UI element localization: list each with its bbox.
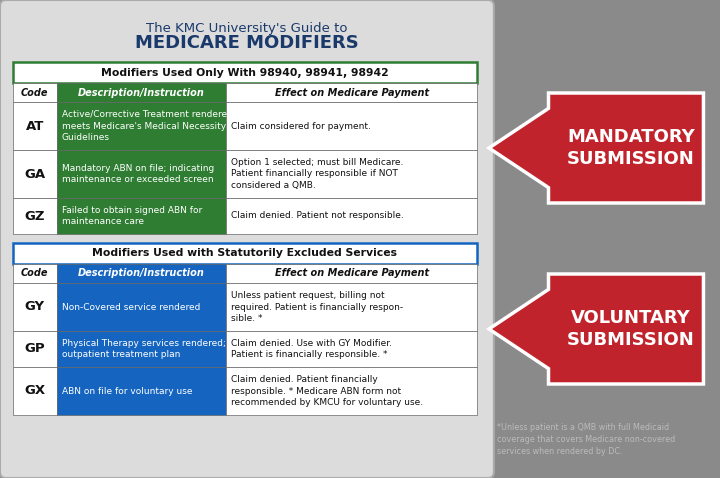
Text: *Unless patient is a QMB with full Medicaid
coverage that covers Medicare non-co: *Unless patient is a QMB with full Medic… (497, 423, 675, 456)
Bar (13, 283, 57, 331)
Bar (13, 264, 57, 283)
Bar (226, 83, 477, 102)
Text: VOLUNTARY
SUBMISSION: VOLUNTARY SUBMISSION (567, 309, 695, 349)
Bar (57, 150, 226, 198)
Bar (57, 264, 226, 283)
Text: Claim denied. Use with GY Modifier.
Patient is financially responsible. *: Claim denied. Use with GY Modifier. Pati… (231, 339, 392, 359)
Bar (13, 198, 57, 234)
Bar (226, 198, 477, 234)
Text: GY: GY (24, 301, 45, 314)
Text: Description/Instruction: Description/Instruction (78, 269, 205, 279)
Bar (13, 367, 57, 415)
FancyBboxPatch shape (0, 0, 494, 478)
Text: Active/Corrective Treatment rendered;
meets Medicare's Medical Necessity
Guideli: Active/Corrective Treatment rendered; me… (62, 110, 235, 142)
Bar (226, 283, 477, 331)
Text: Code: Code (21, 269, 48, 279)
Text: AT: AT (26, 120, 44, 132)
Text: Effect on Medicare Payment: Effect on Medicare Payment (275, 269, 429, 279)
Bar (13, 150, 57, 198)
Text: Mandatory ABN on file; indicating
maintenance or exceeded screen: Mandatory ABN on file; indicating mainte… (62, 164, 214, 184)
Bar (13, 83, 57, 102)
Text: GP: GP (24, 343, 45, 356)
Text: ABN on file for voluntary use: ABN on file for voluntary use (62, 387, 192, 395)
Bar (13, 102, 57, 150)
Bar (57, 331, 226, 367)
Text: Non-Covered service rendered: Non-Covered service rendered (62, 303, 200, 312)
Text: Physical Therapy services rendered;
outpatient treatment plan: Physical Therapy services rendered; outp… (62, 339, 225, 359)
Bar (57, 102, 226, 150)
Bar (13, 331, 57, 367)
Text: Description/Instruction: Description/Instruction (78, 87, 205, 98)
Text: MANDATORY
SUBMISSION: MANDATORY SUBMISSION (567, 128, 695, 168)
Text: GA: GA (24, 167, 45, 181)
Text: Claim considered for payment.: Claim considered for payment. (231, 121, 372, 130)
Bar (226, 150, 477, 198)
Text: GX: GX (24, 384, 45, 398)
Text: Unless patient request, billing not
required. Patient is financially respon-
sib: Unless patient request, billing not requ… (231, 291, 403, 323)
Text: Claim denied. Patient not responsible.: Claim denied. Patient not responsible. (231, 211, 404, 220)
Text: Failed to obtain signed ABN for
maintenance care: Failed to obtain signed ABN for maintena… (62, 206, 202, 226)
Text: GZ: GZ (24, 209, 45, 222)
Text: Option 1 selected; must bill Medicare.
Patient financially responsible if NOT
co: Option 1 selected; must bill Medicare. P… (231, 158, 404, 190)
Text: Effect on Medicare Payment: Effect on Medicare Payment (275, 87, 429, 98)
Bar (226, 367, 477, 415)
Bar (226, 102, 477, 150)
Text: MEDICARE MODIFIERS: MEDICARE MODIFIERS (135, 34, 359, 52)
Bar (13, 243, 477, 264)
Bar (57, 83, 226, 102)
Bar (57, 283, 226, 331)
Bar (57, 198, 226, 234)
Bar (226, 264, 477, 283)
Polygon shape (489, 93, 703, 203)
Polygon shape (489, 274, 703, 384)
Text: Modifiers Used Only With 98940, 98941, 98942: Modifiers Used Only With 98940, 98941, 9… (101, 67, 389, 77)
Text: Claim denied. Patient financially
responsible. * Medicare ABN form not
recommend: Claim denied. Patient financially respon… (231, 375, 423, 407)
Bar (13, 62, 477, 83)
Bar (226, 331, 477, 367)
Text: Code: Code (21, 87, 48, 98)
Text: The KMC University's Guide to: The KMC University's Guide to (146, 22, 348, 35)
Bar (57, 367, 226, 415)
Text: Modifiers Used with Statutorily Excluded Services: Modifiers Used with Statutorily Excluded… (92, 249, 397, 259)
